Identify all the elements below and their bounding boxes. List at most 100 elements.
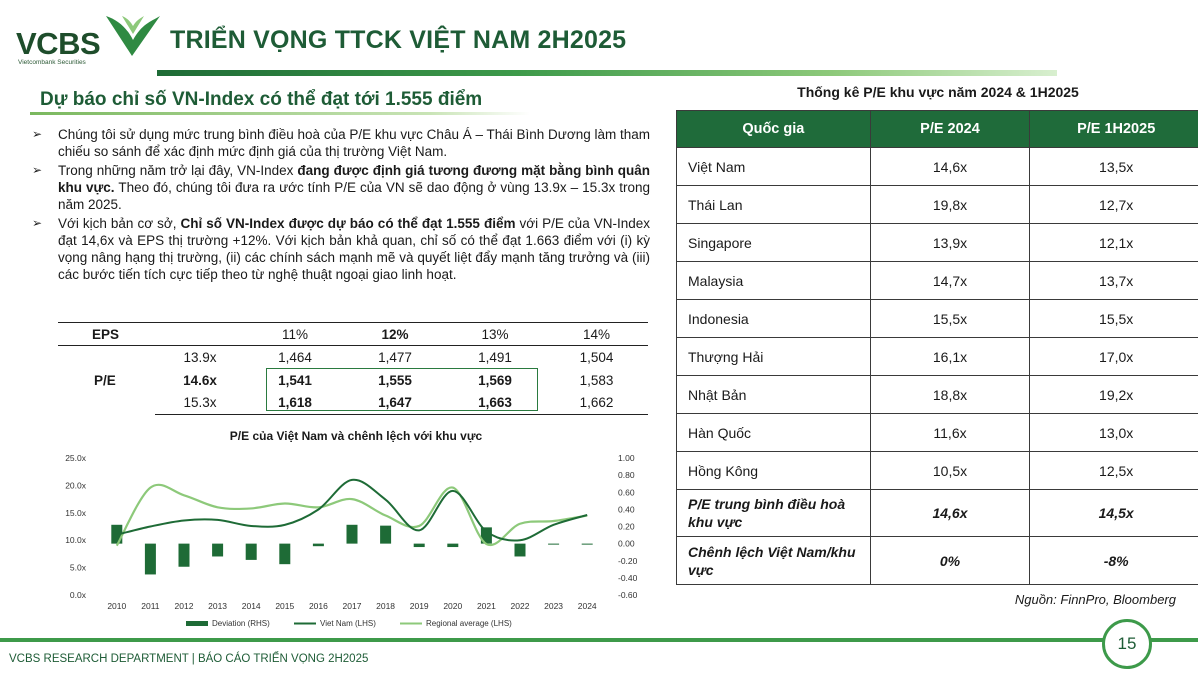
index-value: 1,583 — [579, 372, 614, 388]
pe-label: P/E — [94, 372, 116, 388]
y-left-tick-label: 5.0x — [70, 563, 87, 573]
pe-cell: -8% — [1029, 536, 1198, 585]
pe-cell: 18,8x — [869, 375, 1031, 414]
index-value: 1,569 — [478, 372, 512, 388]
x-tick-label: 2021 — [477, 601, 496, 611]
legend-label: Deviation (RHS) — [212, 619, 270, 628]
deviation-bar — [413, 543, 425, 548]
pe-cell: 15,5x — [869, 299, 1031, 338]
pe-chart: P/E của Việt Nam và chênh lệch với khu v… — [65, 429, 638, 628]
index-value: 1,541 — [278, 372, 312, 388]
footer-rule — [0, 638, 1198, 642]
x-tick-label: 2016 — [309, 601, 328, 611]
region-row: Thượng Hải 16,1x 17,0x — [676, 337, 1198, 376]
region-header-row: Quốc gia P/E 2024 P/E 1H2025 — [676, 110, 1198, 148]
country-cell: P/E trung bình điều hoà khu vực — [676, 489, 871, 537]
eps-row: P/E 13.9x 1,464 1,477 1,491 1,504 — [58, 346, 648, 388]
country-cell: Chênh lệch Việt Nam/khu vực — [676, 536, 871, 585]
y-left-tick-label: 0.0x — [70, 590, 87, 600]
index-value: 1,555 — [378, 372, 412, 388]
regional-average-line — [115, 483, 588, 547]
x-tick-label: 2017 — [343, 601, 362, 611]
pe-cell: 14,6x — [869, 147, 1031, 186]
pe-cell: 14,5x — [1029, 489, 1198, 537]
y-right-tick-label: -0.20 — [618, 556, 638, 566]
legend-swatch-deviation — [186, 621, 208, 626]
eps-row: 15.3x 1,618 1,647 1,663 1,662 — [58, 391, 648, 415]
pe-cell: 14,7x — [869, 261, 1031, 300]
bullet-item: ➢ Với kịch bản cơ sở, Chỉ số VN-Index đượ… — [32, 215, 650, 283]
y-right-tick-label: 0.00 — [618, 539, 635, 549]
bullet-text: Theo đó, chúng tôi đưa ra ước tính P/E c… — [58, 180, 650, 212]
y-left-tick-label: 25.0x — [65, 453, 87, 463]
pe-cell: 13,9x — [869, 223, 1031, 262]
y-right-tick-label: 0.60 — [618, 487, 635, 497]
bullet-list: ➢ Chúng tôi sử dụng mức trung bình điều h… — [32, 126, 650, 285]
deviation-bar — [178, 543, 190, 567]
eps-header-blank — [155, 322, 245, 346]
country-cell: Thượng Hải — [676, 337, 871, 376]
region-row: Thái Lan 19,8x 12,7x — [676, 185, 1198, 224]
page-title: TRIỂN VỌNG TTCK VIỆT NAM 2H2025 — [170, 26, 627, 54]
country-cell: Malaysia — [676, 261, 871, 300]
y-left-tick-label: 15.0x — [65, 508, 87, 518]
legend-label: Viet Nam (LHS) — [320, 619, 376, 628]
bullet-text: với P/E của VN-Index đạt 14,6x và EPS th… — [58, 216, 650, 282]
pe-cell: 17,0x — [1029, 337, 1198, 376]
deviation-bar — [548, 543, 560, 545]
eps-header-cell: 11% — [245, 322, 345, 346]
bullet-text-bold: Chỉ số VN-Index được dự báo có thể đạt 1… — [180, 216, 516, 231]
deviation-bar — [447, 543, 459, 548]
region-row: Hàn Quốc 11,6x 13,0x — [676, 413, 1198, 452]
country-cell: Hàn Quốc — [676, 413, 871, 452]
deviation-bar — [514, 543, 526, 557]
pe-cell: 19,8x — [869, 185, 1031, 224]
deviation-bar — [245, 543, 257, 560]
x-tick-label: 2019 — [410, 601, 429, 611]
eps-row: 14.6x 1,541 1,555 1,569 1,583 — [58, 369, 648, 392]
deviation-bar — [581, 543, 593, 545]
index-value: 1,464 — [278, 349, 312, 365]
logo-subtitle: Vietcombank Securities — [18, 59, 86, 66]
x-tick-label: 2012 — [175, 601, 194, 611]
x-tick-label: 2022 — [511, 601, 530, 611]
country-cell: Singapore — [676, 223, 871, 262]
bullet-arrow-icon: ➢ — [32, 216, 43, 230]
x-tick-label: 2011 — [141, 601, 160, 611]
country-cell: Indonesia — [676, 299, 871, 338]
region-row: Indonesia 15,5x 15,5x — [676, 299, 1198, 338]
logo-text: VCBS — [16, 26, 101, 61]
chart-title: P/E của Việt Nam và chênh lệch với khu v… — [230, 429, 483, 443]
page-number: 15 — [1102, 619, 1152, 669]
bullet-item: ➢ Trong những năm trở lại đây, VN-Index đ… — [32, 162, 650, 213]
title-rule — [157, 70, 1057, 76]
pe-cell: 16,1x — [869, 337, 1031, 376]
pe-value: 15.3x — [155, 391, 245, 415]
region-header-cell: P/E 1H2025 — [1029, 110, 1198, 148]
country-cell: Việt Nam — [676, 147, 871, 186]
x-tick-label: 2010 — [107, 601, 126, 611]
region-row: Hồng Kông 10,5x 12,5x — [676, 451, 1198, 490]
pe-cell: 10,5x — [869, 451, 1031, 490]
pe-cell: 15,5x — [1029, 299, 1198, 338]
x-tick-label: 2024 — [578, 601, 597, 611]
index-value: 1,663 — [445, 391, 545, 415]
y-right-tick-label: 1.00 — [618, 453, 635, 463]
bullet-text-bold: đang được định giá tương đương mặt bằng … — [58, 163, 651, 195]
x-tick-label: 2015 — [275, 601, 294, 611]
bullet-text: Chúng tôi sử dụng mức trung bình điều ho… — [58, 127, 650, 159]
legend-label: Regional average (LHS) — [426, 619, 512, 628]
y-right-tick-label: 0.80 — [618, 470, 635, 480]
y-left-tick-label: 20.0x — [65, 480, 87, 490]
pe-cell: 12,1x — [1029, 223, 1198, 262]
pe-cell: 19,2x — [1029, 375, 1198, 414]
y-right-tick-label: 0.40 — [618, 504, 635, 514]
region-summary-row: P/E trung bình điều hoà khu vực 14,6x 14,5… — [676, 489, 1198, 537]
index-value: 1,647 — [345, 391, 445, 415]
y-right-tick-label: -0.40 — [618, 573, 638, 583]
x-tick-label: 2023 — [544, 601, 563, 611]
index-value: 1,477 — [378, 349, 412, 365]
footer-text: VCBS RESEARCH DEPARTMENT | BÁO CÁO TRIỂN… — [9, 653, 369, 665]
section-heading: Dự báo chỉ số VN-Index có thể đạt tới 1.… — [30, 87, 530, 115]
deviation-bar — [480, 527, 492, 544]
